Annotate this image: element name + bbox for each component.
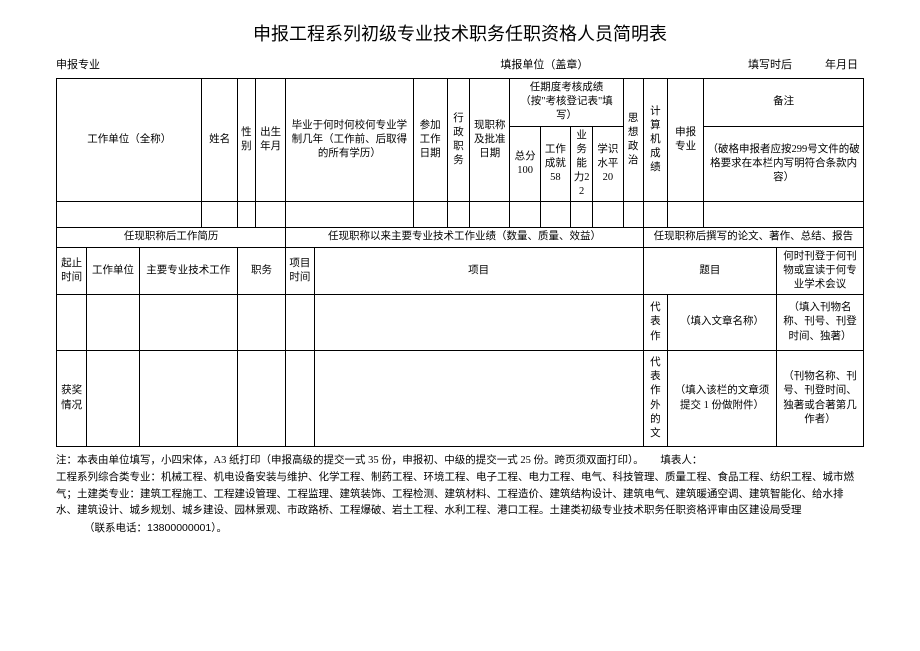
lbl-dbzwdw: 代表作外的文 — [643, 351, 667, 447]
notes-block: 注：本表由单位填写，小四宋体，A3 纸打印（申报高级的提交一式 35 份，申报初… — [56, 453, 864, 538]
hdr-achievement: 任现职称以来主要专业技术工作业绩（数量、质量、效益） — [286, 228, 643, 247]
hdr-gzcj: 工作成就58 — [540, 126, 570, 202]
hdr-xssp: 学识水平20 — [593, 126, 623, 202]
cell-article-name: （填入文章名称） — [667, 295, 776, 351]
cell-ywnl — [571, 202, 593, 228]
cell-gzcj — [540, 202, 570, 228]
hdr-resume: 任现职称后工作简历 — [57, 228, 286, 247]
main-table: 工作单位（全称） 姓名 性别 出生年月 毕业于何时何校何专业学制几年（工作前、后… — [56, 78, 864, 447]
hdr-curr-title: 现职称及批准日期 — [470, 79, 510, 202]
hdr-papers: 任现职称后撰写的论文、著作、总结、报告 — [643, 228, 863, 247]
cell-gender — [237, 202, 255, 228]
hdr-name: 姓名 — [202, 79, 237, 202]
cell-sbzy — [667, 202, 703, 228]
cell-hjqk-zw — [237, 351, 285, 447]
hdr-beizhu-note: （破格申报者应按299号文件的破格要求在本栏内写明符合条款内容） — [704, 126, 864, 202]
cell-attach: （填入该栏的文章须提交 1 份做附件） — [667, 351, 776, 447]
cell-pub-note: （填入刊物名称、刊号、刊登时间、独著） — [777, 295, 864, 351]
notes-line1: 注：本表由单位填写，小四宋体，A3 纸打印（申报高级的提交一式 35 份，申报初… — [56, 455, 644, 466]
hdr-sbzy: 申报专业 — [667, 79, 703, 202]
cell-hjqk-zy — [139, 351, 237, 447]
cell-zyzyjs-1 — [139, 295, 237, 351]
cell-hjqk-gzdw — [87, 351, 140, 447]
cell-curr — [470, 202, 510, 228]
cell-gzdw-1 — [87, 295, 140, 351]
hdr-birth: 出生年月 — [255, 79, 285, 202]
cell-hjqk-xm — [314, 351, 643, 447]
cell-join — [413, 202, 447, 228]
cell-xm-1 — [314, 295, 643, 351]
hdr-work-unit: 工作单位（全称） — [57, 79, 202, 202]
hdr-kaohe-group: 任期度考核成绩（按"考核登记表"填写） — [510, 79, 623, 127]
cell-pub-note2: （刊物名称、刊号、刊登时间、独著或合著第几作者） — [777, 351, 864, 447]
cell-jsj — [643, 202, 667, 228]
hdr-beizhu: 备注 — [704, 79, 864, 127]
notes-fill-person: 填表人： — [660, 453, 702, 470]
hdr-xmsj: 项目时间 — [286, 247, 314, 295]
notes-phone-prefix: （联系电话： — [84, 523, 147, 534]
page-title: 申报工程系列初级专业技术职务任职资格人员简明表 — [56, 20, 864, 46]
cell-birth — [255, 202, 285, 228]
hdr-sxzz: 思想政治 — [623, 79, 643, 202]
hdr-tm: 题目 — [643, 247, 776, 295]
cell-hjqk-xmsj — [286, 351, 314, 447]
cell-xmsj-1 — [286, 295, 314, 351]
notes-phone-suffix: ）。 — [211, 523, 227, 534]
cell-xssp — [593, 202, 623, 228]
cell-zongfen — [510, 202, 540, 228]
hdr-hsk: 何时刊登于何刊物或宣读于何专业学术会议 — [777, 247, 864, 295]
hdr-zw: 职务 — [237, 247, 285, 295]
hdr-join-date: 参加工作日期 — [413, 79, 447, 202]
cell-graduate — [286, 202, 413, 228]
hdr-gzdw: 工作单位 — [87, 247, 140, 295]
lbl-dbz: 代表作 — [643, 295, 667, 351]
hdr-xm: 项目 — [314, 247, 643, 295]
cell-beizhu — [704, 202, 864, 228]
meta-fill-unit: 填报单位（盖章） — [500, 56, 726, 72]
hdr-zyzyjs: 主要专业技术工作 — [139, 247, 237, 295]
notes-line3: （联系电话：13800000001）。 — [56, 520, 227, 538]
hdr-qzsj: 起止时间 — [57, 247, 87, 295]
hdr-zongfen: 总分100 — [510, 126, 540, 202]
meta-apply-major: 申报专业 — [56, 56, 500, 72]
hdr-admin-post: 行政职务 — [447, 79, 469, 202]
cell-zw-1 — [237, 295, 285, 351]
notes-line2: 工程系列综合类专业：机械工程、机电设备安装与维护、化学工程、制药工程、环境工程、… — [56, 472, 854, 517]
hdr-jsjcj: 计算机成绩 — [643, 79, 667, 202]
hdr-gender: 性别 — [237, 79, 255, 202]
cell-admin — [447, 202, 469, 228]
meta-row: 申报专业 填报单位（盖章） 填写时后 年月日 — [56, 56, 864, 72]
cell-qzsj-1 — [57, 295, 87, 351]
hdr-ywnl: 业务能力22 — [571, 126, 593, 202]
hdr-graduate: 毕业于何时何校何专业学制几年（工作前、后取得的所有学历） — [286, 79, 413, 202]
cell-sxzz — [623, 202, 643, 228]
lbl-hjqk: 获奖情况 — [57, 351, 87, 447]
cell-work-unit — [57, 202, 202, 228]
cell-name — [202, 202, 237, 228]
notes-phone: 13800000001 — [147, 522, 211, 534]
meta-fill-date: 填写时后 年月日 — [727, 56, 864, 72]
